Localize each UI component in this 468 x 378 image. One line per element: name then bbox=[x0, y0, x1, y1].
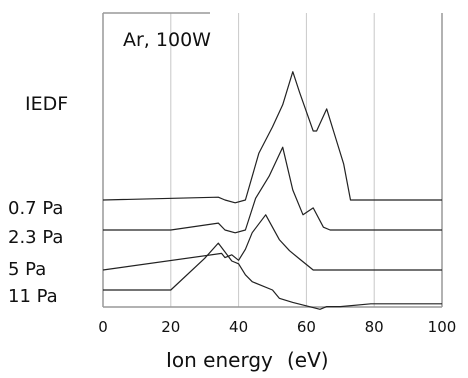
series-label-3: 5 Pa bbox=[8, 259, 46, 280]
series-labels: 0.7 Pa 2.3 Pa 5 Pa 11 Pa bbox=[8, 198, 63, 307]
x-tick-label-100: 100 bbox=[428, 318, 457, 336]
y-axis-label: IEDF bbox=[25, 93, 68, 115]
x-tick-label-80: 80 bbox=[365, 318, 384, 336]
grid-lines bbox=[170, 13, 375, 307]
axes bbox=[102, 12, 443, 308]
x-tick-label-60: 60 bbox=[297, 318, 316, 336]
x-tick-label-20: 20 bbox=[161, 318, 180, 336]
x-tick-label-40: 40 bbox=[229, 318, 248, 336]
series-line-2-3-pa bbox=[103, 146, 442, 234]
series-line-11-pa bbox=[103, 242, 442, 310]
x-axis-unit: (eV) bbox=[287, 348, 329, 372]
chart-annotation: Ar, 100W bbox=[123, 29, 211, 51]
plot-area bbox=[103, 13, 442, 307]
series-line-0-7-pa bbox=[102, 71, 442, 204]
x-tick-label-0: 0 bbox=[98, 318, 108, 336]
x-axis-label: Ion energy bbox=[166, 348, 273, 372]
series-line-5-pa bbox=[102, 214, 442, 271]
series-label-4: 11 Pa bbox=[8, 286, 58, 307]
series-label-1: 0.7 Pa bbox=[8, 198, 63, 219]
x-tick-labels: 0 20 40 60 80 100 bbox=[98, 318, 456, 336]
series-group bbox=[102, 71, 442, 310]
series-label-2: 2.3 Pa bbox=[8, 227, 63, 248]
